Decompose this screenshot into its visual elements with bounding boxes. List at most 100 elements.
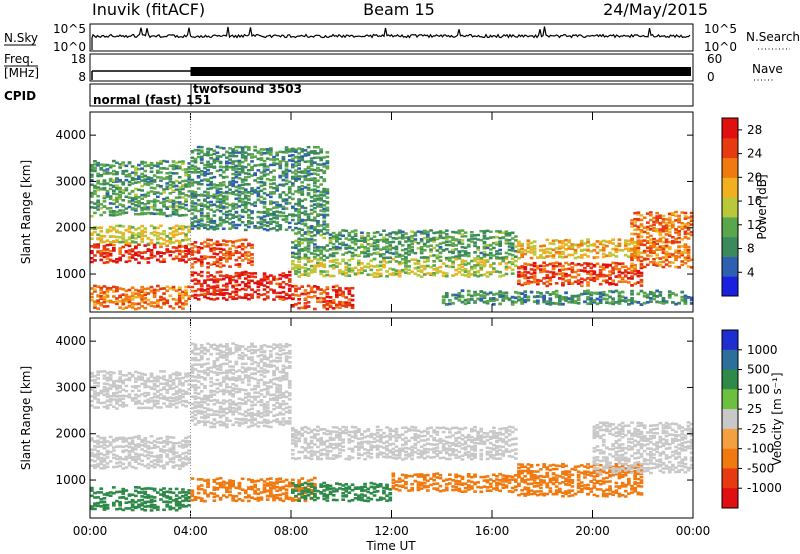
data-cell: [171, 199, 176, 203]
data-cell: [99, 303, 104, 307]
data-cell: [448, 243, 452, 247]
data-cell: [335, 233, 339, 237]
data-cell: [193, 417, 198, 420]
data-cell: [341, 292, 345, 295]
data-cell: [212, 183, 217, 186]
data-cell: [558, 252, 562, 256]
data-cell: [579, 242, 584, 245]
data-cell: [667, 261, 672, 264]
data-cell: [199, 219, 204, 222]
data-cell: [90, 404, 94, 407]
data-cell: [102, 401, 107, 404]
data-cell: [674, 293, 678, 297]
data-cell: [105, 395, 110, 398]
data-cell: [686, 237, 691, 240]
data-cell: [394, 269, 399, 272]
data-cell: [159, 295, 163, 299]
data-cell: [206, 481, 210, 484]
data-cell: [250, 217, 254, 220]
data-cell: [639, 264, 644, 268]
data-cell: [253, 281, 257, 285]
data-cell: [124, 295, 129, 298]
data-cell: [322, 194, 327, 197]
data-cell: [130, 207, 135, 210]
data-cell: [149, 256, 154, 259]
data-cell: [658, 264, 663, 267]
data-cell: [567, 240, 572, 244]
data-cell: [573, 248, 578, 252]
data-cell: [272, 212, 276, 216]
power-ylabel: Slant Range [km]: [19, 160, 33, 264]
data-cell: [221, 207, 226, 210]
data-cell: [146, 444, 151, 448]
data-cell: [218, 481, 223, 485]
data-cell: [152, 506, 157, 510]
data-cell: [561, 252, 565, 256]
data-cell: [658, 228, 663, 231]
data-cell: [171, 285, 176, 289]
data-cell: [171, 379, 176, 382]
data-cell: [558, 299, 562, 303]
data-cell: [165, 185, 170, 188]
data-cell: [269, 212, 273, 216]
data-cell: [645, 212, 650, 215]
data-cell: [275, 221, 279, 224]
data-cell: [231, 244, 235, 248]
data-cell: [118, 186, 122, 190]
data-cell: [146, 391, 151, 395]
data-cell: [614, 275, 619, 278]
data-cell: [316, 185, 320, 189]
data-cell: [199, 207, 204, 211]
data-cell: [627, 255, 631, 258]
data-cell: [121, 436, 126, 439]
data-cell: [319, 148, 323, 151]
data-cell: [300, 205, 305, 208]
data-cell: [177, 176, 182, 179]
data-cell: [143, 251, 148, 254]
data-cell: [102, 457, 107, 460]
data-cell: [118, 445, 122, 448]
data-cell: [162, 487, 166, 490]
data-cell: [199, 258, 204, 261]
data-cell: [683, 226, 688, 229]
data-cell: [240, 153, 245, 157]
data-cell: [410, 258, 414, 261]
data-cell: [218, 262, 223, 265]
data-cell: [322, 189, 327, 192]
data-cell: [316, 179, 320, 182]
data-cell: [137, 295, 141, 299]
data-cell: [159, 224, 163, 228]
data-cell: [174, 196, 179, 199]
data-cell: [645, 254, 650, 257]
data-cell: [193, 498, 198, 501]
data-cell: [426, 233, 430, 236]
data-cell: [174, 402, 179, 405]
data-cell: [250, 294, 254, 298]
data-cell: [504, 267, 509, 271]
data-cell: [262, 224, 267, 227]
data-cell: [514, 300, 518, 304]
data-cell: [162, 205, 166, 208]
data-cell: [127, 378, 132, 382]
data-cell: [322, 291, 327, 294]
data-cell: [495, 241, 499, 244]
data-cell: [146, 242, 151, 246]
data-cell: [303, 253, 308, 256]
data-cell: [93, 211, 97, 215]
data-cell: [168, 487, 173, 491]
data-cell: [611, 282, 615, 286]
data-cell: [218, 258, 223, 261]
data-cell: [259, 478, 264, 481]
data-cell: [99, 491, 104, 494]
data-cell: [630, 271, 634, 275]
data-cell: [102, 244, 107, 248]
data-cell: [96, 491, 100, 494]
data-cell: [225, 490, 229, 494]
data-cell: [102, 180, 107, 184]
data-cell: [567, 274, 572, 277]
data-cell: [156, 458, 160, 461]
data-cell: [134, 207, 138, 211]
data-cell: [237, 205, 242, 208]
data-cell: [284, 173, 289, 176]
data-cell: [639, 255, 644, 259]
